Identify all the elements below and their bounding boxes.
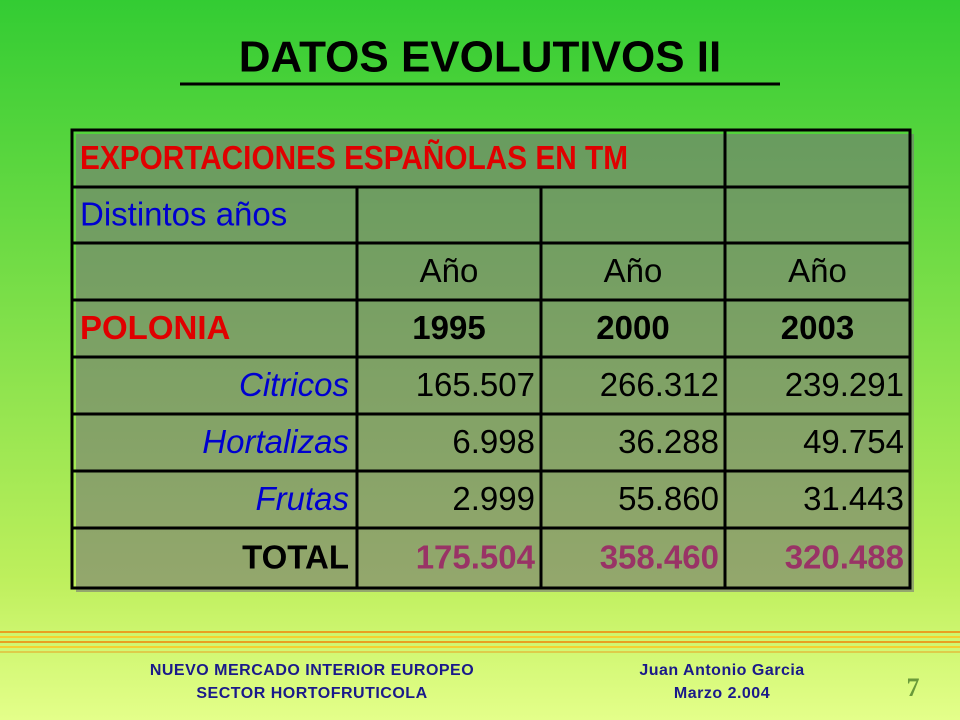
table-shadow bbox=[76, 134, 914, 592]
year: 1995 bbox=[412, 309, 485, 346]
row-label: Frutas bbox=[255, 480, 349, 517]
year: 2000 bbox=[596, 309, 669, 346]
cell-value: 266.312 bbox=[600, 366, 719, 403]
slide-title: DATOS EVOLUTIVOS II bbox=[239, 33, 721, 82]
table-subcaption: Distintos años bbox=[80, 196, 287, 233]
column-label: Año bbox=[788, 252, 847, 289]
cell-value: 36.288 bbox=[618, 423, 719, 460]
footer-right: Marzo 2.004 bbox=[674, 685, 770, 702]
footer-left: NUEVO MERCADO INTERIOR EUROPEO bbox=[150, 662, 474, 679]
year: 2003 bbox=[781, 309, 854, 346]
footer-right: Juan Antonio Garcia bbox=[639, 662, 804, 679]
cell-value: 31.443 bbox=[803, 480, 904, 517]
total-label: TOTAL bbox=[242, 539, 349, 576]
row-label: Citricos bbox=[239, 366, 349, 403]
table-caption: EXPORTACIONES ESPAÑOLAS EN TM bbox=[80, 139, 628, 176]
table-border bbox=[70, 128, 912, 590]
total-value: 320.488 bbox=[785, 539, 904, 576]
page-number: 7 bbox=[907, 673, 920, 702]
country: POLONIA bbox=[80, 309, 230, 346]
cell-value: 239.291 bbox=[785, 366, 904, 403]
cell-value: 165.507 bbox=[416, 366, 535, 403]
row-label: Hortalizas bbox=[202, 423, 349, 460]
cell-value: 2.999 bbox=[452, 480, 535, 517]
total-value: 358.460 bbox=[600, 539, 719, 576]
column-label: Año bbox=[420, 252, 479, 289]
footer-left: SECTOR HORTOFRUTICOLA bbox=[196, 685, 427, 702]
cell-value: 49.754 bbox=[803, 423, 904, 460]
total-value: 175.504 bbox=[416, 539, 536, 576]
column-label: Año bbox=[604, 252, 663, 289]
cell-value: 55.860 bbox=[618, 480, 719, 517]
cell-value: 6.998 bbox=[452, 423, 535, 460]
table: EXPORTACIONES ESPAÑOLAS EN TM Distintos a… bbox=[70, 128, 914, 592]
